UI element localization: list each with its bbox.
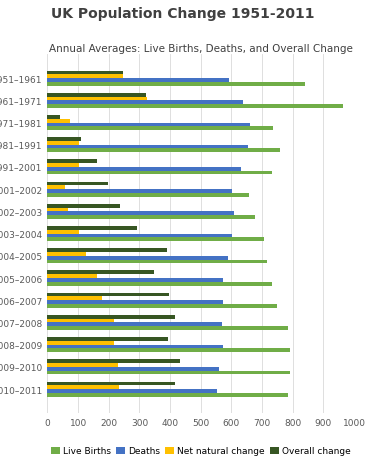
Bar [47, 127, 273, 131]
Bar [47, 164, 79, 168]
Bar [47, 123, 250, 127]
Bar [47, 230, 79, 234]
Bar [47, 71, 123, 75]
Bar [47, 216, 255, 219]
Bar [47, 79, 229, 83]
Bar [47, 382, 175, 386]
Bar [47, 249, 167, 252]
Bar [47, 319, 114, 323]
Bar [47, 359, 180, 364]
Bar [47, 279, 223, 282]
Bar [47, 260, 267, 264]
Bar [47, 238, 264, 241]
Bar [47, 393, 288, 397]
Bar [47, 323, 222, 326]
Bar [47, 146, 248, 149]
Bar [47, 101, 243, 105]
Bar [47, 282, 272, 286]
Bar [47, 83, 305, 86]
Bar [47, 171, 272, 175]
Bar [47, 297, 102, 301]
Bar [47, 116, 60, 119]
Bar [47, 194, 250, 197]
Bar [47, 182, 108, 186]
Bar [47, 234, 232, 238]
Bar [47, 97, 147, 101]
Bar [47, 94, 146, 97]
Bar [47, 386, 119, 389]
Bar [47, 315, 175, 319]
Bar [47, 204, 120, 208]
Bar [47, 227, 137, 230]
Text: UK Population Change 1951-2011: UK Population Change 1951-2011 [51, 7, 314, 21]
Bar [47, 75, 123, 79]
Bar [47, 337, 168, 341]
Bar [47, 138, 81, 142]
Bar [47, 212, 234, 216]
Bar [47, 256, 228, 260]
Bar [47, 349, 290, 353]
Bar [47, 105, 343, 109]
Bar [47, 252, 87, 256]
Legend: Live Births, Deaths, Net natural change, Overall change: Live Births, Deaths, Net natural change,… [47, 442, 354, 459]
Bar [47, 142, 79, 146]
Bar [47, 160, 97, 164]
Bar [47, 364, 118, 367]
Bar [47, 304, 277, 308]
Bar [47, 190, 232, 194]
Bar [47, 271, 154, 274]
Bar [47, 149, 280, 153]
Bar [47, 367, 219, 371]
Bar [47, 345, 223, 349]
Bar [47, 274, 97, 279]
Bar [47, 168, 241, 171]
Bar [47, 389, 217, 393]
Title: Annual Averages: Live Births, Deaths, and Overall Change: Annual Averages: Live Births, Deaths, an… [49, 45, 353, 54]
Bar [47, 186, 65, 190]
Bar [47, 301, 223, 304]
Bar [47, 341, 114, 345]
Bar [47, 293, 169, 297]
Bar [47, 119, 70, 123]
Bar [47, 208, 68, 212]
Bar [47, 371, 290, 375]
Bar [47, 326, 288, 330]
